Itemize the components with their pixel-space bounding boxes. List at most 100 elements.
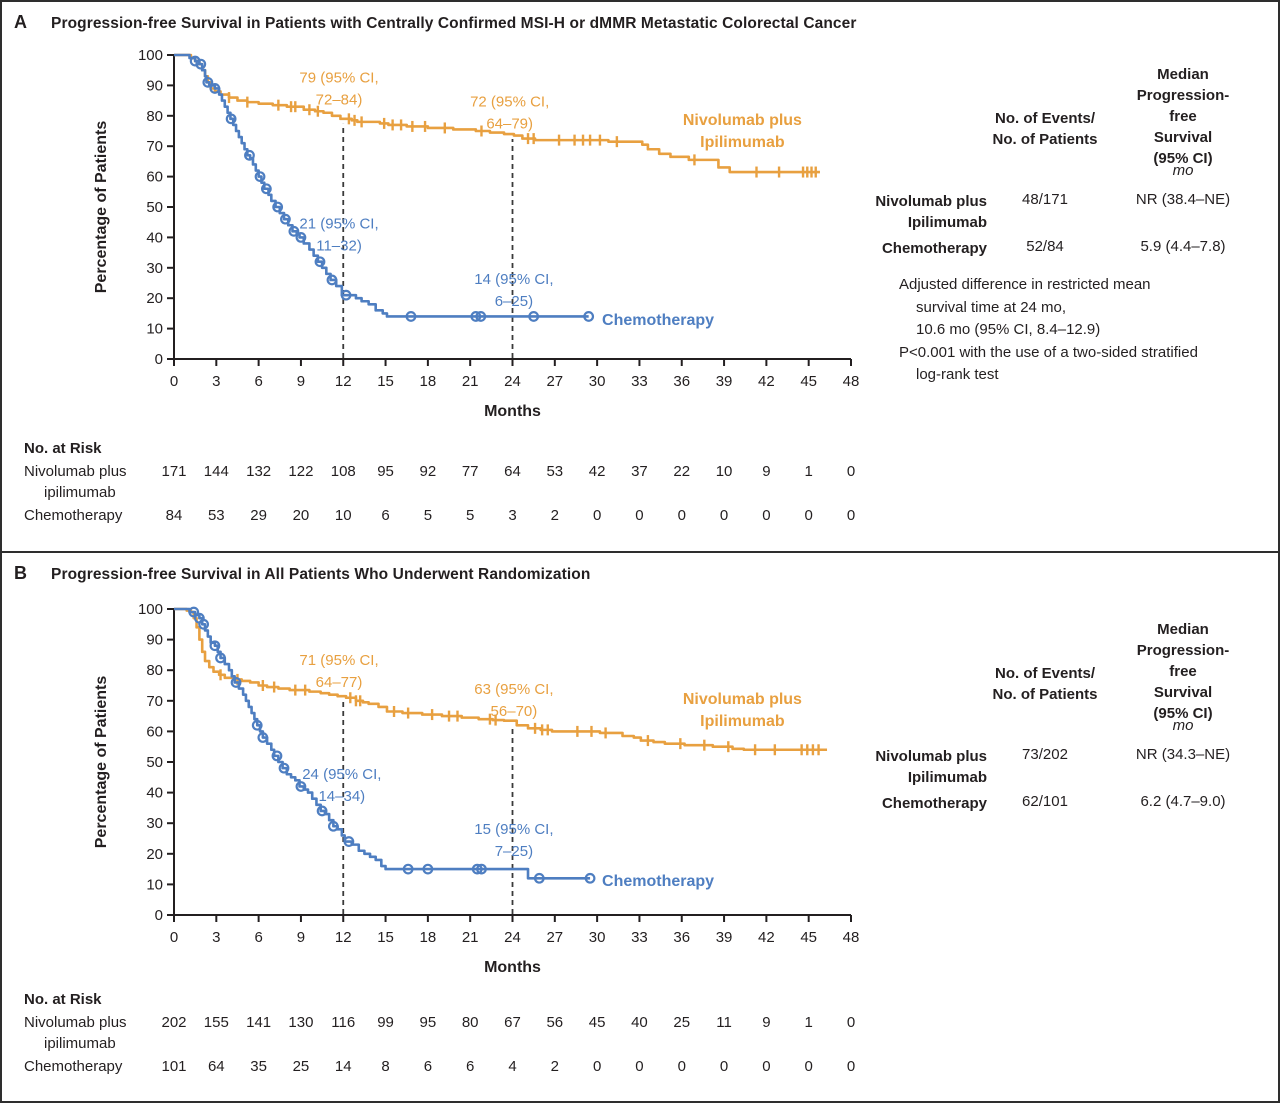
y-tick-label: 10: [146, 321, 163, 338]
x-tick-label: 0: [170, 929, 178, 946]
risk-count: 101: [161, 1058, 187, 1075]
censor-circle-mark: [327, 820, 339, 832]
note-line: survival time at 24 mo,: [916, 298, 1067, 316]
risk-count: 0: [804, 1058, 813, 1075]
y-tick-label: 0: [155, 351, 163, 368]
x-tick-label: 6: [254, 373, 262, 390]
censor-circle-mark: [295, 231, 307, 243]
censor-circle-mark: [470, 311, 482, 322]
censor-circle-mark: [422, 863, 434, 875]
y-tick-label: 60: [146, 169, 163, 186]
risk-count: 2: [550, 507, 559, 524]
risk-count: 10: [334, 507, 352, 524]
risk-count: 53: [546, 463, 564, 480]
censor-circle-mark: [476, 863, 487, 875]
risk-count: 40: [631, 1014, 648, 1031]
risk-count: 37: [631, 463, 648, 480]
censor-circle-mark: [402, 863, 414, 875]
note-line: log-rank test: [916, 366, 999, 383]
risk-count: 67: [504, 1014, 521, 1031]
panel-b-risk-table: No. at Risk Nivolumab plus ipilimumab Ch…: [2, 553, 1278, 1101]
risk-count: 155: [203, 1014, 229, 1031]
risk-count: 108: [330, 463, 356, 480]
risk-count: 56: [546, 1014, 564, 1031]
risk-count: 130: [288, 1014, 314, 1031]
censor-circle-mark: [198, 618, 210, 630]
risk-count: 171: [161, 463, 187, 480]
x-tick-label: 12: [335, 373, 352, 390]
risk-count: 99: [377, 1014, 394, 1031]
x-tick-label: 30: [589, 929, 606, 946]
note-line: Adjusted difference in restricted mean: [899, 276, 1151, 293]
risk-count: 3: [508, 507, 517, 524]
risk-count: 0: [846, 507, 856, 524]
x-tick-label: 3: [212, 373, 220, 390]
panel-a-risk-table: No. at Risk Nivolumab plus ipilimumab Ch…: [2, 2, 1278, 551]
censor-circle-mark: [316, 805, 328, 817]
x-tick-label: 30: [589, 373, 606, 390]
risk-count: 29: [250, 507, 267, 524]
risk-count: 141: [246, 1014, 272, 1031]
ci-annotation: 24 (95% CI, 14–34): [302, 766, 381, 805]
x-tick-label: 21: [462, 929, 479, 946]
censor-circle-mark: [251, 719, 263, 731]
risk-count: 6: [466, 1058, 475, 1075]
risk-count: 202: [161, 1014, 187, 1031]
x-tick-label: 15: [377, 929, 394, 946]
ci-annotation: 71 (95% CI, 64–77): [299, 652, 378, 691]
x-tick-label: 27: [546, 929, 563, 946]
censor-circle-mark: [528, 311, 540, 322]
censor-circle-mark: [202, 76, 214, 88]
y-tick-label: 20: [146, 846, 163, 863]
y-tick-label: 40: [146, 229, 163, 246]
censor-circle-mark: [215, 652, 226, 664]
censor-circle-mark: [225, 113, 237, 125]
risk-count: 35: [250, 1058, 267, 1075]
x-tick-label: 18: [420, 373, 437, 390]
panel-a: A Progression-free Survival in Patients …: [2, 2, 1278, 553]
y-tick-label: 30: [146, 815, 163, 832]
censor-circle-mark: [343, 836, 355, 847]
censor-circle-mark: [326, 274, 338, 286]
panel-a-title-text: Progression-free Survival in Patients wi…: [51, 15, 857, 32]
risk-count: 6: [381, 507, 390, 524]
risk-count: 0: [719, 1058, 729, 1075]
censor-circle-mark: [209, 83, 221, 94]
risk-heading: No. at Risk: [24, 440, 102, 457]
x-tick-label: 33: [631, 373, 648, 390]
risk-count: 45: [588, 1014, 606, 1031]
x-tick-label: 39: [716, 373, 733, 390]
risk-count: 122: [288, 463, 314, 480]
y-tick-label: 40: [146, 785, 163, 802]
risk-count: 0: [762, 507, 771, 524]
x-tick-label: 45: [800, 929, 817, 946]
risk-count: 4: [508, 1058, 517, 1075]
y-tick-label: 90: [146, 77, 163, 94]
survival-curve-nivolumab-ipilimumab: [174, 607, 828, 752]
risk-count: 6: [423, 1058, 433, 1075]
risk-count: 0: [846, 463, 856, 480]
x-tick-label: 24: [504, 929, 521, 946]
y-tick-label: 100: [138, 601, 163, 618]
x-tick-label: 3: [212, 929, 220, 946]
y-tick-label: 80: [146, 108, 163, 125]
censor-circle-mark: [257, 732, 269, 743]
risk-count: 1: [804, 1014, 813, 1031]
panel-a-stat-notes: Adjusted difference in restricted mean s…: [899, 274, 1278, 387]
y-tick-label: 100: [138, 47, 163, 64]
risk-count: 0: [635, 507, 644, 524]
ci-annotation: 63 (95% CI, 56–70): [474, 681, 553, 720]
risk-count: 95: [419, 1014, 437, 1031]
x-tick-label: 39: [716, 929, 733, 946]
risk-label-nivo: Nivolumab plus: [24, 463, 127, 480]
panel-a-plot: 0 3 6 9 12 15 18 21 24 27 30 33 36 39 42 45 480102030405…: [93, 47, 860, 420]
censor-circle-mark: [230, 677, 242, 688]
x-tick-label: 48: [843, 373, 860, 390]
censor-circle-mark: [295, 781, 307, 792]
risk-count: 0: [677, 507, 686, 524]
risk-count: 132: [246, 463, 272, 480]
risk-count: 8: [381, 1058, 390, 1075]
risk-label-chemo: Chemotherapy: [24, 507, 123, 524]
ci-annotation: 79 (95% CI, 72–84): [299, 69, 378, 108]
